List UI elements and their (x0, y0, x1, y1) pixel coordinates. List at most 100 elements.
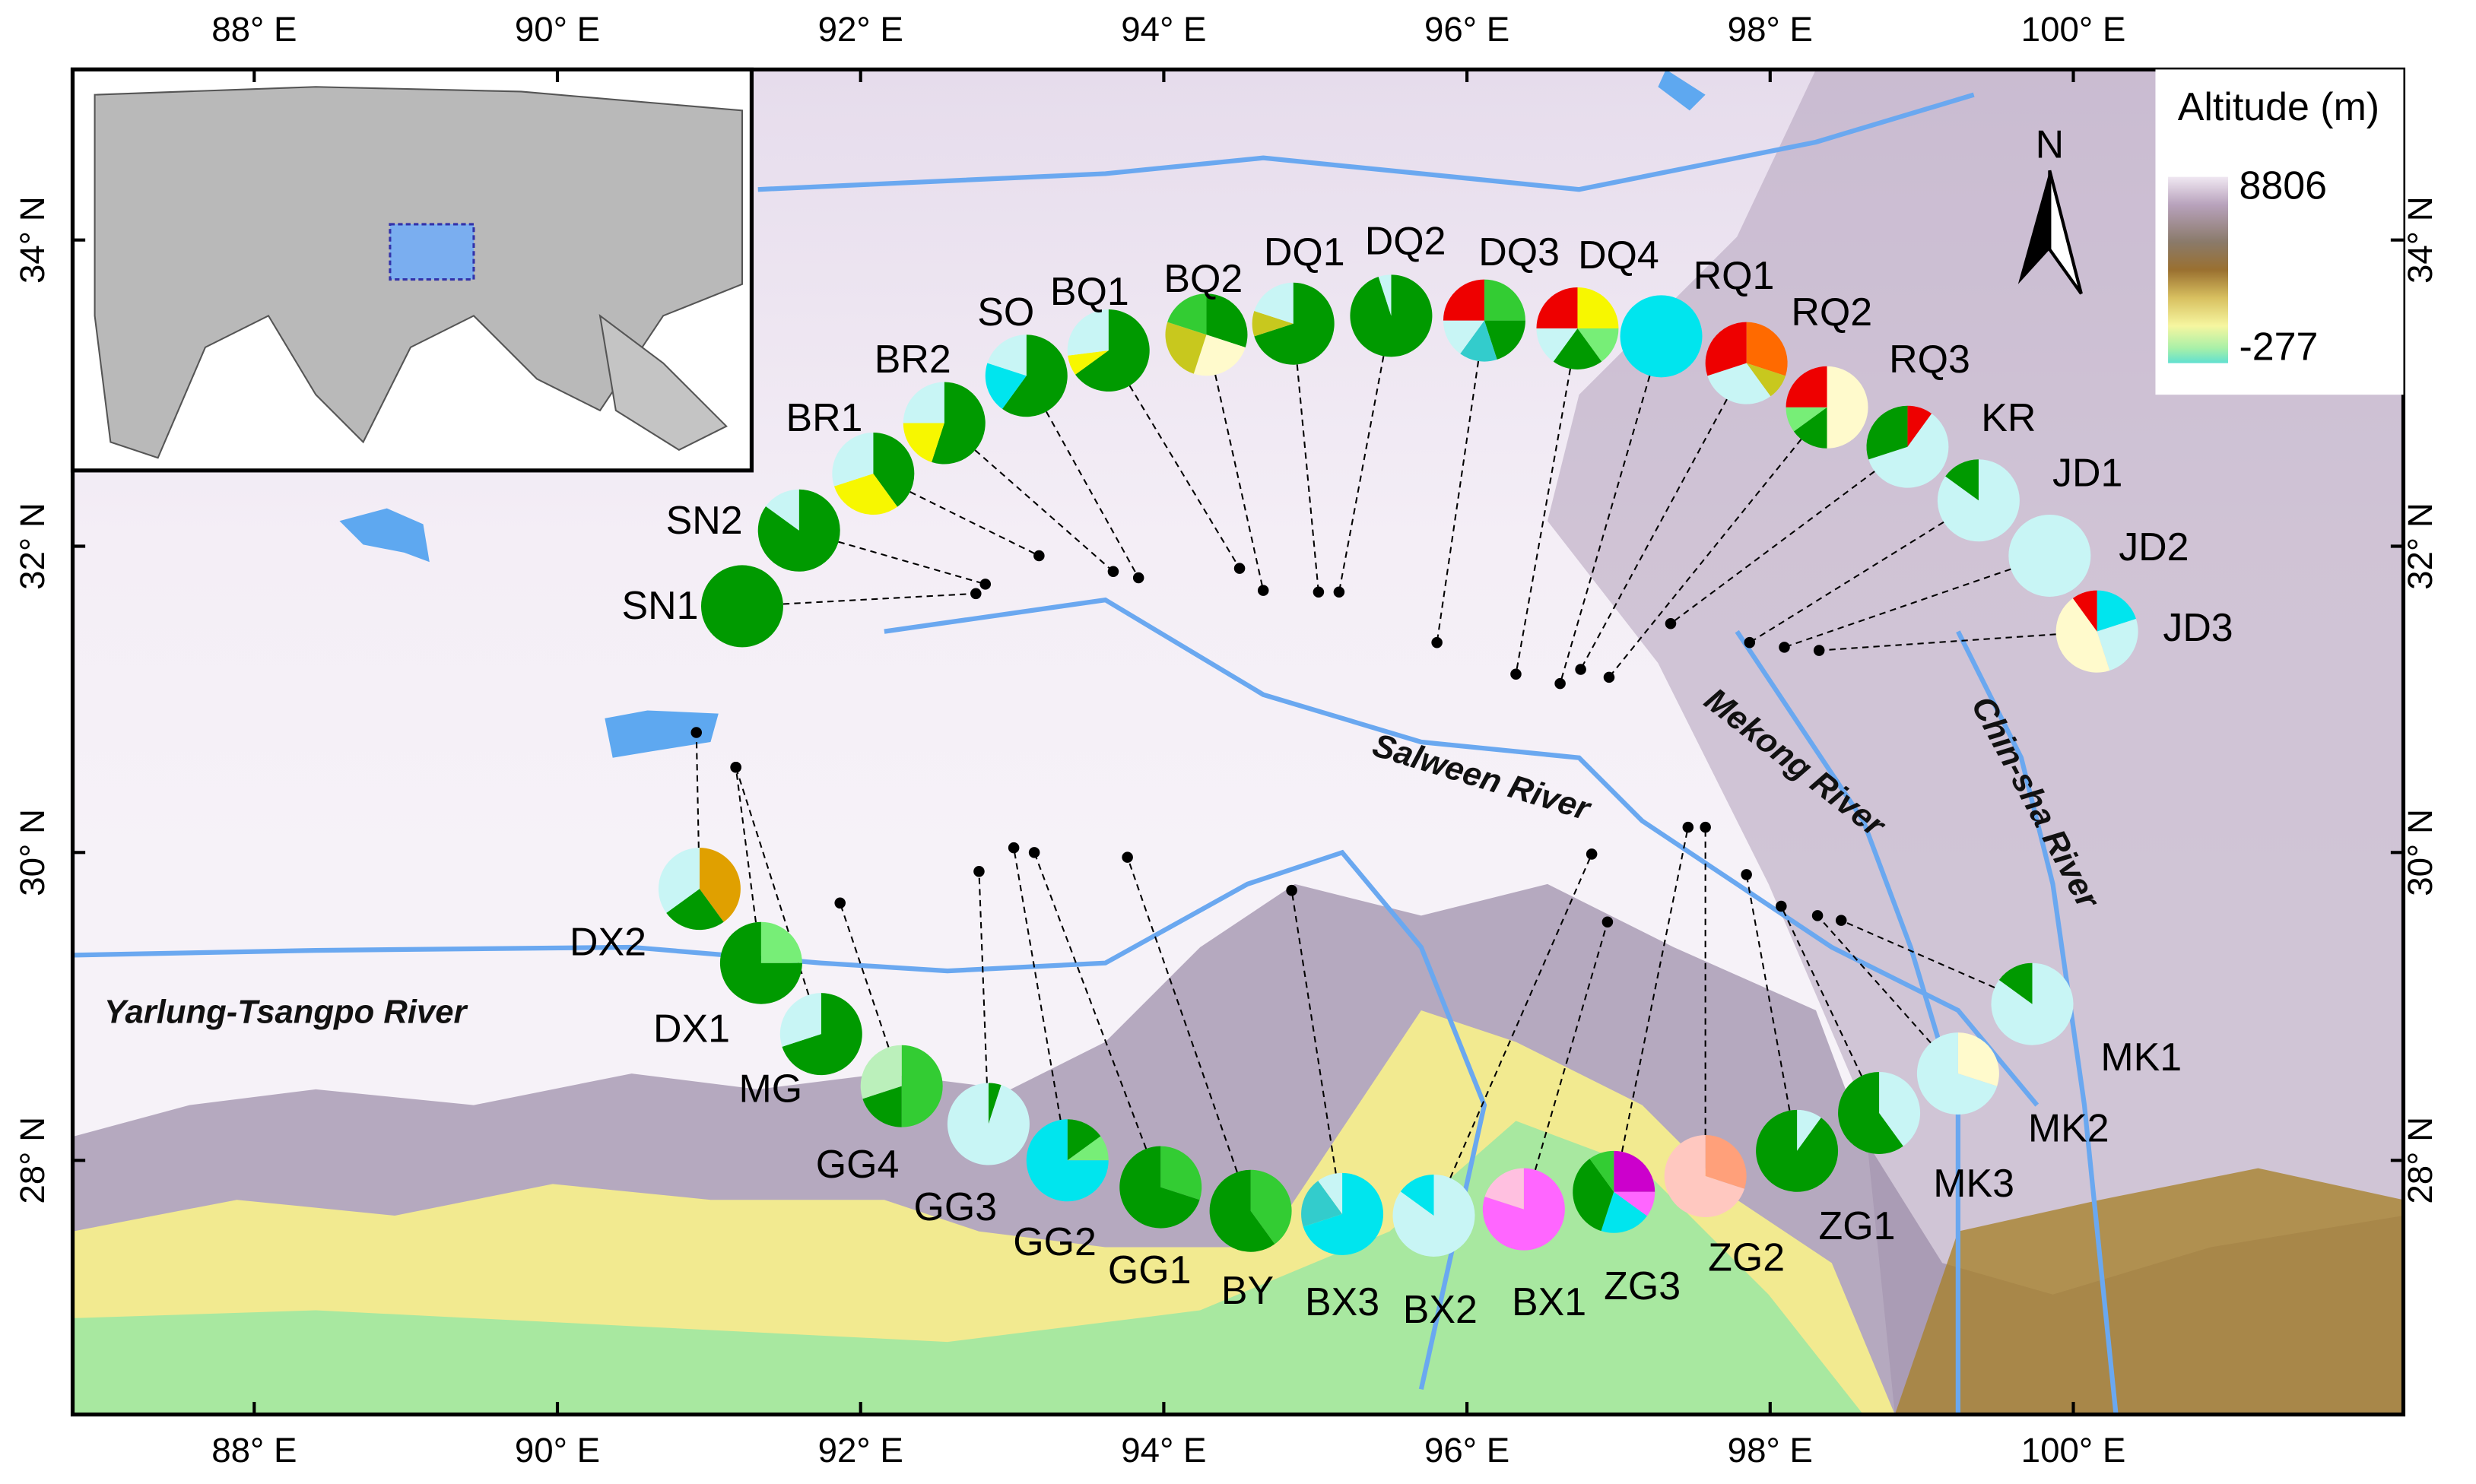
pie-slice (1907, 405, 1932, 447)
site-label: BR2 (875, 338, 951, 382)
site-dot (1700, 821, 1711, 833)
pie-slice (1250, 1169, 1292, 1245)
site-label: BX3 (1305, 1280, 1379, 1324)
site-dot (1779, 642, 1790, 653)
pie-slice (1707, 363, 1771, 404)
pie-slice (1252, 311, 1294, 337)
pie-slice (1553, 328, 1602, 369)
x-axis-label: 90° E (515, 1431, 600, 1470)
pie-slice (1601, 1191, 1647, 1233)
pie-slice (1945, 459, 1979, 501)
leader-line (1128, 385, 1240, 569)
site-dot (1028, 847, 1040, 858)
x-axis-label: 98° E (1728, 10, 1813, 49)
site-label: GG4 (816, 1143, 900, 1187)
leader-line (1840, 919, 1995, 988)
site-label: MK1 (2100, 1035, 2182, 1080)
site-dot (690, 727, 703, 738)
leader-line (782, 592, 976, 605)
pie-slice (757, 489, 840, 572)
site-label: KR (1981, 396, 2036, 440)
pie-slice (1786, 366, 1827, 407)
site-label: DQ4 (1578, 233, 1659, 277)
pie-slice (985, 363, 1027, 409)
site-dot (1122, 851, 1133, 863)
x-axis-label: 92° E (818, 10, 903, 49)
pie-slice (1254, 282, 1335, 365)
pie-slice (1301, 1181, 1343, 1227)
legend-min: -277 (2240, 325, 2319, 369)
leader-line (1126, 857, 1238, 1173)
leader-line (1817, 915, 1932, 1044)
site-label: ZG3 (1604, 1264, 1681, 1308)
site-dot (1008, 842, 1020, 854)
leader-line (1515, 368, 1572, 674)
x-axis-label: 96° E (1424, 10, 1509, 49)
site-label: JD2 (2119, 525, 2189, 569)
site-label: ZG1 (1819, 1204, 1896, 1248)
leader-line (909, 491, 1040, 556)
pie-slice (1206, 293, 1248, 347)
site-dot (1107, 566, 1119, 578)
leader-line (1749, 521, 1944, 644)
site-dot (1554, 677, 1566, 690)
site-dot (1813, 645, 1825, 656)
site-dot (1431, 636, 1443, 648)
leader-line (974, 449, 1114, 572)
river-label: Yarlung-Tsangpo River (104, 994, 468, 1031)
leader-line (1214, 374, 1265, 591)
y-axis-label: 30° N (13, 809, 52, 896)
leader-line (1046, 411, 1140, 579)
x-axis-label: 100° E (2021, 1431, 2126, 1470)
pie-slice (1664, 1135, 1745, 1218)
site-dot (1333, 586, 1345, 598)
leader-line (1579, 398, 1728, 670)
pie-slice (1991, 962, 2074, 1045)
pie-slice (1838, 1071, 1903, 1154)
leader-line (1534, 921, 1608, 1171)
y-axis-label: 32° N (13, 503, 52, 590)
site-label: BQ1 (1050, 270, 1129, 314)
site-dot (1286, 884, 1297, 896)
pie-slice (1573, 1159, 1614, 1232)
leader-line (1608, 439, 1802, 678)
site-dot (979, 579, 992, 590)
pie-slice (1160, 1146, 1202, 1200)
leader-line (1296, 364, 1319, 592)
pie-slice (760, 921, 802, 963)
pie-slice (1957, 1032, 1999, 1086)
map-frame (70, 67, 2406, 1417)
site-label: GG3 (913, 1185, 997, 1229)
pie-slice (1209, 1169, 1275, 1252)
terrain (72, 69, 2404, 1415)
site-dot (1682, 821, 1694, 833)
pie-slice (779, 993, 821, 1047)
site-dot (1313, 586, 1325, 598)
y-axis-label: 34° N (13, 196, 52, 284)
x-axis-label: 88° E (211, 10, 297, 49)
pie-slice (1165, 322, 1207, 374)
site-label: JD3 (2163, 606, 2233, 650)
pie-slice (666, 889, 724, 931)
y-axis-label: 28° N (13, 1117, 52, 1204)
pie-slice (1026, 1119, 1109, 1202)
pie-slice (2097, 618, 2138, 671)
site-dot (1665, 617, 1677, 629)
pie-slice (2072, 590, 2097, 632)
pie-slice (987, 335, 1027, 376)
site-dot (1776, 900, 1787, 912)
pie-slice (1068, 350, 1109, 375)
pie-slice (1756, 1109, 1839, 1192)
pie-slice (1067, 1136, 1109, 1161)
y-axis-label: 34° N (2401, 196, 2439, 284)
pie-slice (782, 993, 862, 1076)
leader-line (1559, 375, 1651, 684)
site-dot (1575, 664, 1586, 675)
pie-slice (1482, 1168, 1565, 1251)
leader-line (1013, 847, 1062, 1121)
pie-slice (1193, 335, 1246, 376)
leader-line (1033, 851, 1148, 1149)
site-dot (1811, 910, 1824, 921)
pie-slice (860, 1045, 902, 1099)
pie-slice (1119, 1146, 1200, 1229)
